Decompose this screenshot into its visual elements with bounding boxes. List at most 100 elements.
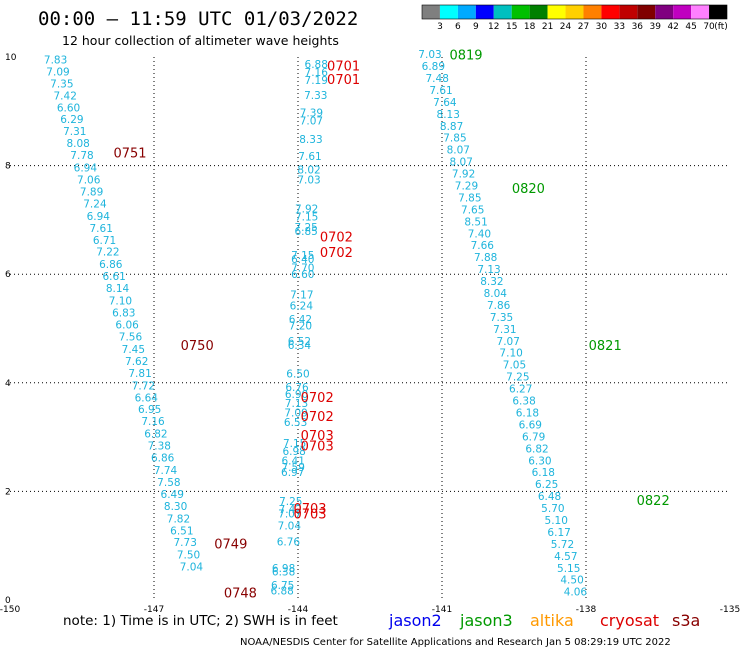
colorbar-label: 70 — [703, 22, 715, 32]
swh-value-label: 5.15 — [557, 563, 580, 575]
swh-value-label: 6.89 — [422, 61, 445, 73]
swh-value-label: 6.18 — [532, 467, 555, 479]
time-label: 0701 — [327, 60, 360, 75]
swh-value-label: 6.95 — [138, 404, 161, 416]
swh-value-label: 7.05 — [503, 360, 526, 372]
swh-value-label: 7.16 — [305, 67, 329, 79]
swh-value-label: 7.25 — [294, 222, 317, 234]
swh-value-label: 7.20 — [289, 321, 312, 333]
swh-value-label: 7.81 — [128, 368, 151, 380]
swh-value-label: 6.30 — [528, 455, 551, 467]
swh-value-label: 8.08 — [66, 138, 89, 150]
colorbar-unit: (ft) — [714, 22, 728, 32]
swh-value-label: 7.61 — [90, 223, 113, 235]
swh-value-label: 6.29 — [60, 114, 83, 126]
swh-value-label: 6.98 — [272, 563, 295, 575]
swh-value-label: 8.07 — [447, 145, 470, 157]
swh-value-label: 7.29 — [455, 180, 478, 192]
swh-value-label: 7.35 — [50, 78, 73, 90]
chart-grid — [10, 57, 730, 600]
time-label: 0702 — [301, 410, 334, 425]
swh-value-label: 6.88 — [270, 586, 293, 598]
swh-value-label: 6.64 — [135, 392, 159, 404]
swh-value-label: 7.78 — [70, 150, 93, 162]
swh-value-label: 6.61 — [102, 271, 125, 283]
swh-value-label: 7.66 — [471, 240, 495, 252]
colorbar-swatch — [457, 5, 476, 19]
swh-value-label: 7.09 — [284, 407, 307, 419]
swh-value-label: 7.58 — [157, 477, 180, 489]
swh-value-label: 6.17 — [547, 527, 570, 539]
swh-value-label: 4.57 — [554, 551, 577, 563]
swh-value-label: 8.32 — [480, 276, 503, 288]
swh-value-label: 8.51 — [464, 216, 487, 228]
swh-value-label: 7.92 — [295, 203, 318, 215]
swh-value-label: 6.71 — [93, 235, 116, 247]
time-label: 0701 — [327, 73, 360, 88]
swh-value-label: 6.53 — [284, 417, 307, 429]
time-label: 0702 — [320, 231, 353, 246]
swh-value-label: 7.24 — [83, 198, 107, 210]
swh-value-label: 7.07 — [497, 336, 520, 348]
swh-value-label: 6.88 — [305, 59, 328, 71]
colorbar-swatch — [637, 5, 656, 19]
swh-value-label: 6.94 — [74, 163, 98, 175]
swh-value-label: 5.10 — [545, 515, 568, 527]
swh-value-label: 8.30 — [164, 501, 187, 513]
swh-value-label: 6.90 — [285, 389, 308, 401]
time-label: 0703 — [301, 440, 334, 455]
credit-line: NOAA/NESDIS Center for Satellite Applica… — [240, 637, 671, 648]
colorbar-swatch — [511, 5, 530, 19]
swh-value-label: 7.56 — [119, 331, 143, 343]
swh-value-label: 8.14 — [106, 283, 130, 295]
swh-value-label: 6.48 — [538, 491, 561, 503]
colorbar-swatch — [655, 5, 674, 19]
swh-value-label: 7.07 — [278, 508, 301, 520]
x-tick-label: -150 — [0, 605, 20, 615]
colorbar-label: 42 — [667, 22, 678, 32]
swh-value-label: 7.85 — [443, 133, 466, 145]
swh-value-label: 6.69 — [519, 419, 542, 431]
swh-value-label: 7.82 — [167, 513, 190, 525]
colorbar-swatch — [475, 5, 494, 19]
colorbar-label: 33 — [614, 22, 625, 32]
swh-value-label: 7.65 — [461, 204, 484, 216]
colorbar-swatch — [422, 5, 440, 19]
x-tick-label: -141 — [432, 605, 452, 615]
series-jason3: 7.036.897.487.617.648.138.877.858.078.07… — [418, 49, 669, 599]
swh-value-label: 6.82 — [525, 443, 548, 455]
time-label: 0751 — [113, 146, 146, 161]
swh-value-label: 4.50 — [560, 575, 583, 587]
time-label: 0749 — [214, 537, 247, 552]
swh-value-label: 7.92 — [452, 169, 475, 181]
colorbar-label: 39 — [650, 22, 662, 32]
swh-value-label: 6.86 — [151, 453, 175, 465]
y-tick-label: 2 — [5, 487, 11, 497]
swh-value-label: 7.42 — [279, 504, 302, 516]
colorbar-swatch — [619, 5, 638, 19]
swh-value-label: 7.70 — [291, 262, 314, 274]
swh-value-label: 7.38 — [148, 441, 171, 453]
time-label: 0820 — [512, 182, 545, 197]
colorbar-label: 12 — [488, 22, 499, 32]
x-tick-label: -144 — [288, 605, 309, 615]
swh-value-label: 7.42 — [54, 90, 77, 102]
swh-value-label: 7.25 — [506, 372, 529, 384]
swh-value-label: 7.03 — [297, 175, 320, 187]
swh-value-label: 7.07 — [300, 115, 323, 127]
swh-value-label: 7.31 — [493, 324, 516, 336]
swh-value-label: 7.61 — [298, 151, 321, 163]
time-label: 0702 — [320, 246, 353, 261]
swh-value-label: 7.15 — [295, 211, 318, 223]
swh-value-label: 6.83 — [112, 308, 135, 320]
swh-value-label: 7.64 — [433, 97, 457, 109]
swh-value-label: 7.61 — [429, 85, 452, 97]
swh-value-label: 7.89 — [80, 186, 103, 198]
swh-value-label: 7.22 — [96, 247, 119, 259]
swh-value-label: 6.38 — [272, 567, 295, 579]
colorbar-swatch — [691, 5, 710, 19]
swh-value-label: 7.62 — [125, 356, 148, 368]
swh-value-label: 6.76 — [277, 537, 301, 549]
y-tick-label: 4 — [5, 379, 11, 389]
colorbar-label: 15 — [506, 22, 517, 32]
